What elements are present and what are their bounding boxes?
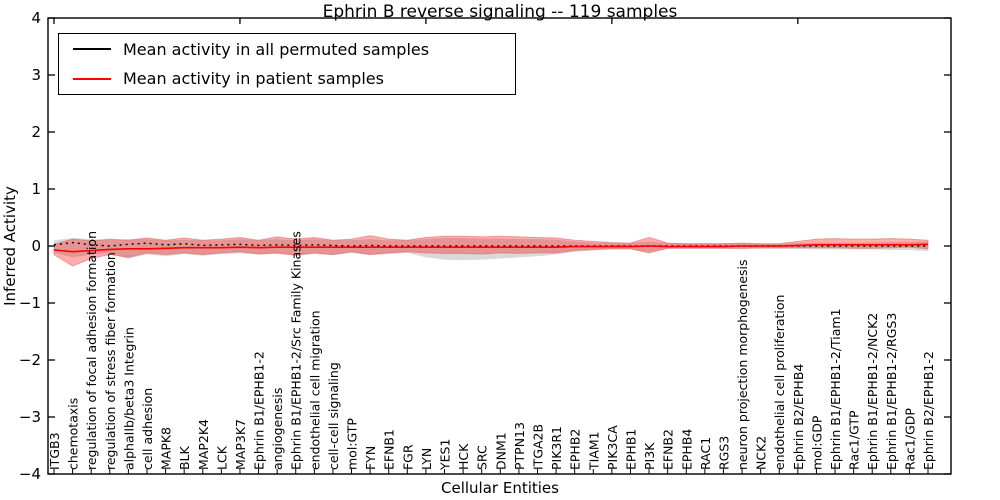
legend-label-permuted: Mean activity in all permuted samples (123, 39, 430, 59)
x-category-label: cell adhesion (140, 388, 155, 470)
x-category-label: MAP3K7 (233, 419, 248, 470)
x-category-label: EFNB2 (661, 429, 676, 470)
x-category-label: Rac1/GTP (847, 410, 862, 470)
x-category-label: FYN (363, 446, 378, 470)
x-category-label: PTPN13 (512, 422, 527, 470)
x-category-label: PI3K (642, 442, 657, 470)
permuted-line-swatch (73, 48, 111, 51)
x-category-label: Rac1/GDP (902, 408, 917, 470)
x-category-label: Ephrin B2/EPHB1-2 (921, 351, 936, 470)
x-category-label: Ephrin B1/EPHB1-2/RGS3 (884, 313, 899, 470)
x-category-label: MAP2K4 (196, 419, 211, 470)
x-category-label: regulation of focal adhesion formation (84, 231, 99, 470)
patient-mean-line (53, 243, 929, 253)
x-category-label: neuron projection morphogenesis (735, 259, 750, 470)
legend-label-patient: Mean activity in patient samples (123, 69, 384, 89)
x-category-label: cell-cell signaling (326, 362, 341, 470)
x-category-label: alphaIIb/beta3 Integrin (121, 327, 136, 470)
y-tick-label: −2 (19, 351, 41, 369)
x-category-label: regulation of stress fiber formation (103, 252, 118, 470)
y-tick-label: −1 (19, 294, 41, 312)
x-category-label: endothelial cell proliferation (772, 295, 787, 470)
y-tick-label: 3 (31, 66, 41, 84)
y-tick-label: 1 (31, 180, 41, 198)
x-category-label: MAPK8 (159, 427, 174, 470)
x-category-label: PIK3CA (605, 425, 620, 470)
legend-item-patient: Mean activity in patient samples (59, 65, 515, 93)
x-category-label: HCK (456, 443, 471, 470)
y-axis-title: Inferred Activity (1, 186, 19, 306)
x-category-label: RGS3 (716, 436, 731, 470)
legend-item-permuted: Mean activity in all permuted samples (59, 35, 515, 63)
x-category-label: EPHB1 (623, 429, 638, 470)
y-tick-label: 4 (31, 9, 41, 27)
x-category-label: chemotaxis (66, 398, 81, 470)
x-category-label: mol:GDP (809, 415, 824, 470)
x-category-label: ITGB3 (47, 432, 62, 470)
x-axis-title: Cellular Entities (441, 479, 559, 497)
x-category-label: angiogenesis (270, 388, 285, 470)
x-category-label: TIAM1 (586, 431, 601, 471)
x-category-label: LYN (419, 448, 434, 470)
x-category-label: ITGA2B (530, 424, 545, 470)
patient-line-swatch (73, 77, 111, 80)
x-category-label: EFNB1 (382, 429, 397, 470)
x-category-label: YES1 (438, 439, 453, 471)
chart-title: Ephrin B reverse signaling -- 119 sample… (322, 2, 678, 22)
x-category-label: mol:GTP (345, 418, 360, 470)
x-category-label: endothelial cell migration (307, 310, 322, 470)
x-category-label: RAC1 (698, 437, 713, 470)
y-tick-label: −4 (19, 465, 41, 483)
x-category-label: PIK3R1 (549, 426, 564, 470)
x-category-label: Ephrin B1/EPHB1-2 (252, 351, 267, 470)
x-category-label: Ephrin B1/EPHB1-2/Src Family Kinases (289, 231, 304, 470)
x-category-label: NCK2 (754, 436, 769, 470)
y-tick-label: 0 (31, 237, 41, 255)
patient-band (53, 235, 929, 267)
x-category-label: BLK (177, 445, 192, 470)
x-category-label: Ephrin B2/EPHB4 (791, 364, 806, 470)
y-tick-label: 2 (31, 123, 41, 141)
x-category-label: Ephrin B1/EPHB1-2/NCK2 (865, 313, 880, 470)
x-category-label: Ephrin B1/EPHB1-2/Tiam1 (828, 308, 843, 470)
x-category-label: EPHB2 (568, 429, 583, 470)
x-category-label: LCK (214, 445, 229, 470)
legend: Mean activity in all permuted samples Me… (58, 33, 516, 95)
x-category-label: EPHB4 (679, 429, 694, 470)
x-category-label: SRC (475, 445, 490, 470)
x-category-label: DNM1 (493, 432, 508, 470)
x-category-label: FGR (400, 444, 415, 470)
y-tick-label: −3 (19, 408, 41, 426)
